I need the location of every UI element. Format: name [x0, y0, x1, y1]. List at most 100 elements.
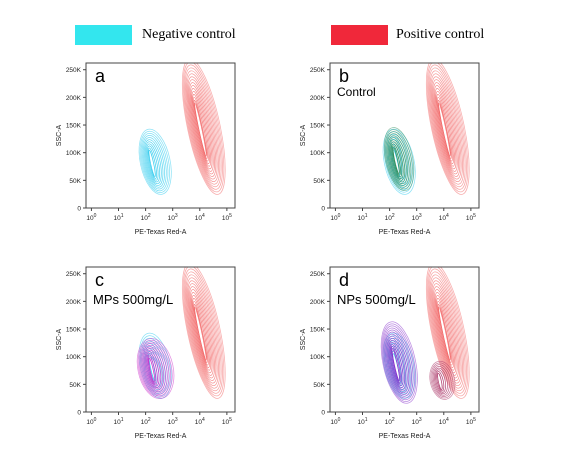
y-tick-label: 200K	[66, 299, 82, 306]
y-tick-label: 200K	[310, 95, 326, 102]
contour-ring	[382, 325, 415, 401]
contour-ring	[138, 128, 172, 195]
contour-ring	[193, 303, 208, 363]
contour-ring	[144, 141, 162, 185]
contour-ring	[391, 143, 403, 178]
x-axis-label: PE-Texas Red-A	[379, 433, 431, 440]
panel-letter: b	[339, 66, 349, 86]
contour-ring	[146, 353, 160, 387]
legend-label-positive: Positive control	[396, 27, 485, 42]
flow-plot-panel-d: 0 50K 100K 150K 200K 250K 100 101 102 103 104 105 PE…	[300, 266, 480, 440]
contour-ring	[147, 147, 157, 179]
contour-series-1	[181, 63, 226, 195]
x-tick-label: 104	[195, 213, 205, 222]
contour-ring	[430, 362, 454, 399]
legend-label-negative: Negative control	[142, 27, 236, 42]
contour-ring	[433, 289, 458, 376]
y-tick-label: 100K	[310, 150, 326, 157]
contour-ring	[381, 323, 417, 402]
contour-ring	[435, 369, 447, 393]
contour-ring	[138, 341, 171, 397]
x-tick-label: 100	[86, 417, 96, 426]
contour-ring	[428, 67, 466, 188]
y-tick-label: 0	[321, 410, 325, 417]
contour-series-1	[425, 267, 470, 399]
contour-ring	[434, 367, 448, 395]
x-tick-label: 101	[114, 417, 124, 426]
contour-ring	[432, 79, 461, 177]
contour-ring	[193, 300, 209, 366]
y-tick-label: 50K	[69, 382, 81, 389]
x-tick-label: 103	[168, 213, 178, 222]
contour-series-2	[380, 321, 418, 404]
contour-ring	[187, 280, 218, 384]
contour-ring	[389, 139, 406, 181]
contour-ring	[388, 137, 407, 183]
x-axis-label: PE-Texas Red-A	[135, 433, 187, 440]
contour-ring	[386, 133, 410, 186]
contour-ring	[183, 64, 223, 190]
x-tick-label: 100	[330, 213, 340, 222]
contour-series-3	[429, 360, 456, 400]
contour-ring	[189, 82, 215, 175]
x-tick-label: 105	[222, 213, 232, 222]
contour-ring	[383, 127, 415, 191]
contour-ring	[191, 91, 212, 167]
contour-ring	[390, 141, 404, 179]
plot-frame	[85, 62, 236, 209]
contour-ring	[193, 99, 208, 159]
x-tick-label: 101	[358, 417, 368, 426]
contour-ring	[436, 297, 454, 369]
contour-ring	[187, 76, 218, 180]
contour-ring	[429, 360, 456, 400]
contour-ring	[392, 145, 401, 176]
contour-series-2	[136, 338, 175, 399]
contour-ring	[139, 130, 171, 193]
flow-plot-panel-c: 0 50K 100K 150K 200K 250K 100 101 102 103 104 105 PE…	[56, 266, 236, 440]
contour-ring	[425, 267, 470, 399]
contour-ring	[182, 267, 225, 397]
contour-ring	[387, 135, 409, 185]
contour-ring	[188, 283, 217, 381]
contour-ring	[382, 128, 416, 195]
x-tick-label: 101	[114, 213, 124, 222]
contour-ring	[437, 372, 443, 390]
contour-ring	[434, 292, 457, 374]
x-tick-label: 104	[439, 417, 449, 426]
legend-swatch-negative	[75, 25, 132, 45]
x-tick-label: 104	[439, 213, 449, 222]
contour-ring	[186, 73, 219, 183]
contour-ring	[383, 327, 414, 399]
contour-ring	[437, 99, 452, 159]
contour-ring	[141, 135, 167, 190]
legend-swatch-positive	[331, 25, 388, 45]
contour-ring	[181, 267, 226, 399]
contour-ring	[183, 268, 223, 394]
plot-frame	[329, 266, 480, 413]
contour-ring	[426, 267, 469, 397]
x-tick-label: 102	[141, 417, 151, 426]
x-tick-label: 101	[358, 213, 368, 222]
contour-ring	[184, 67, 222, 188]
contour-ring	[139, 343, 170, 395]
contour-ring	[380, 321, 418, 404]
panel-annotation: Control	[337, 85, 376, 99]
contour-ring	[146, 145, 159, 181]
y-tick-label: 100K	[66, 354, 82, 361]
y-axis-label: SSC-A	[56, 124, 63, 146]
y-tick-label: 250K	[66, 271, 82, 278]
contour-ring	[182, 63, 225, 193]
contour-ring	[189, 286, 215, 379]
contour-ring	[186, 277, 219, 387]
x-tick-label: 100	[86, 213, 96, 222]
contour-ring	[181, 63, 226, 195]
contour-ring	[390, 343, 403, 385]
contour-ring	[190, 292, 213, 374]
y-tick-label: 50K	[313, 178, 325, 185]
y-tick-label: 50K	[69, 178, 81, 185]
contour-ring	[145, 143, 161, 183]
contour-ring	[189, 289, 214, 376]
contour-ring	[388, 337, 407, 390]
x-tick-label: 100	[330, 417, 340, 426]
y-tick-label: 150K	[66, 327, 82, 334]
